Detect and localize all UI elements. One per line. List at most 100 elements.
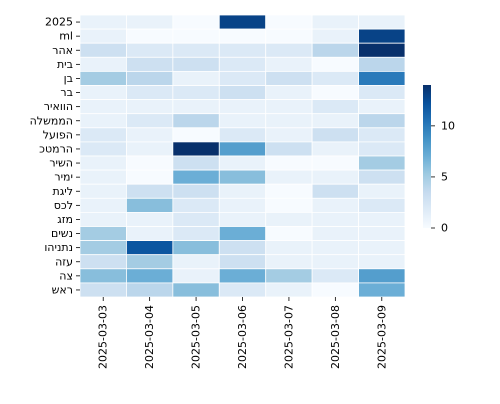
colorbar-tick-label-0: 0	[441, 222, 448, 235]
x-tick-label-2: 2025-03-05	[190, 305, 203, 369]
y-tick-label-8: הפועל	[43, 128, 73, 141]
heatmap-cell-1-1	[126, 28, 174, 44]
y-tick-label-14: מזג	[57, 213, 73, 226]
heatmap-cell-18-0	[79, 268, 127, 284]
heatmap-cell-3-3	[218, 56, 267, 72]
y-tick-label-6: הוואיר	[44, 100, 73, 113]
heatmap-cell-4-3	[218, 71, 267, 86]
heatmap-cell-10-2	[172, 155, 220, 171]
heatmap-cell-17-0	[79, 254, 127, 270]
heatmap-cell-3-5	[311, 56, 359, 72]
y-tick-label-18: צה	[59, 269, 73, 282]
heatmap-cell-18-5	[311, 268, 359, 284]
heatmap-cell-13-1	[126, 197, 174, 213]
heatmap-cell-0-0	[79, 14, 127, 30]
heatmap-cell-19-0	[79, 282, 127, 298]
heatmap-cell-16-6	[358, 240, 406, 256]
heatmap-cell-17-6	[358, 254, 406, 270]
heatmap-cell-18-1	[126, 268, 174, 284]
colorbar: 0 5 10	[423, 85, 455, 235]
heatmap-cells	[79, 14, 406, 298]
colorbar-tick-label-2: 10	[441, 119, 455, 132]
heatmap-cell-17-1	[126, 254, 174, 270]
heatmap-cell-9-6	[358, 141, 406, 157]
heatmap-cell-15-4	[265, 226, 313, 242]
y-tick-label-2: אהר	[52, 44, 73, 57]
heatmap-cell-6-6	[358, 99, 406, 115]
heatmap-cell-12-0	[79, 183, 127, 199]
heatmap-cell-3-1	[126, 56, 174, 72]
heatmap-cell-11-2	[172, 169, 220, 185]
heatmap-cell-19-2	[172, 282, 220, 298]
y-tick-label-16: נתניהו	[44, 241, 73, 254]
heatmap-cell-4-5	[311, 71, 359, 86]
heatmap-cell-10-6	[358, 155, 406, 171]
heatmap-cell-0-5	[311, 14, 359, 30]
heatmap-cell-11-1	[126, 169, 174, 185]
y-tick-label-13: לכס	[54, 199, 73, 212]
heatmap-cell-7-0	[79, 113, 127, 129]
heatmap-cell-6-0	[79, 99, 127, 115]
heatmap-cell-18-2	[172, 268, 220, 284]
heatmap-cell-9-4	[265, 141, 313, 157]
heatmap-cell-12-4	[265, 183, 313, 199]
heatmap-cell-19-3	[218, 282, 267, 298]
heatmap-cell-5-5	[311, 85, 359, 101]
heatmap-cell-10-0	[79, 155, 127, 171]
heatmap-cell-4-6	[358, 71, 406, 86]
heatmap-cell-13-3	[218, 197, 267, 213]
heatmap-cell-9-2	[172, 141, 220, 157]
heatmap-cell-9-5	[311, 141, 359, 157]
heatmap-cell-1-3	[218, 28, 267, 44]
heatmap-cell-7-5	[311, 113, 359, 129]
heatmap-cell-8-1	[126, 127, 174, 143]
heatmap-cell-18-4	[265, 268, 313, 284]
y-tick-label-0: 2025	[45, 16, 73, 29]
heatmap-cell-11-0	[79, 169, 127, 185]
y-tick-label-3: בית	[57, 58, 73, 71]
y-tick-label-5: בר	[60, 86, 73, 99]
heatmap-cell-8-4	[265, 127, 313, 143]
heatmap-cell-15-3	[218, 226, 267, 242]
heatmap-cell-6-2	[172, 99, 220, 115]
heatmap-cell-14-0	[79, 211, 127, 227]
heatmap-cell-3-4	[265, 56, 313, 72]
heatmap-cell-19-6	[358, 282, 406, 298]
heatmap-cell-8-2	[172, 127, 220, 143]
x-tick-label-3: 2025-03-06	[236, 305, 249, 369]
y-tick-label-10: השיר	[49, 157, 73, 170]
heatmap-cell-5-2	[172, 85, 220, 101]
x-tick-label-5: 2025-03-08	[329, 305, 342, 369]
heatmap-cell-6-3	[218, 99, 267, 115]
heatmap-cell-12-6	[358, 183, 406, 199]
heatmap-cell-2-4	[265, 42, 313, 58]
heatmap-cell-5-4	[265, 85, 313, 101]
heatmap-cell-13-5	[311, 197, 359, 213]
heatmap-cell-2-1	[126, 42, 174, 58]
heatmap-cell-11-3	[218, 169, 267, 185]
heatmap-cell-14-2	[172, 211, 220, 227]
heatmap-cell-18-6	[358, 268, 406, 284]
heatmap-cell-3-2	[172, 56, 220, 72]
heatmap-cell-6-1	[126, 99, 174, 115]
heatmap-cell-1-2	[172, 28, 220, 44]
heatmap-cell-0-1	[126, 14, 174, 30]
y-tick-label-15: נשים	[51, 227, 73, 240]
heatmap-cell-0-2	[172, 14, 220, 30]
heatmap-cell-5-6	[358, 85, 406, 101]
heatmap-cell-14-3	[218, 211, 267, 227]
heatmap-cell-18-3	[218, 268, 267, 284]
heatmap-cell-11-4	[265, 169, 313, 185]
heatmap-cell-14-4	[265, 211, 313, 227]
heatmap-cell-2-0	[79, 42, 127, 58]
heatmap-cell-8-5	[311, 127, 359, 143]
heatmap-cell-14-6	[358, 211, 406, 227]
y-tick-label-9: הרמטכ	[39, 142, 73, 155]
heatmap-cell-4-2	[172, 71, 220, 86]
heatmap-cell-15-2	[172, 226, 220, 242]
heatmap-cell-16-4	[265, 240, 313, 256]
y-tick-label-7: הממשלה	[30, 114, 73, 127]
heatmap-cell-8-0	[79, 127, 127, 143]
x-axis: 2025-03-03 2025-03-04 2025-03-05 2025-03-06…	[97, 297, 388, 369]
heatmap-cell-6-5	[311, 99, 359, 115]
